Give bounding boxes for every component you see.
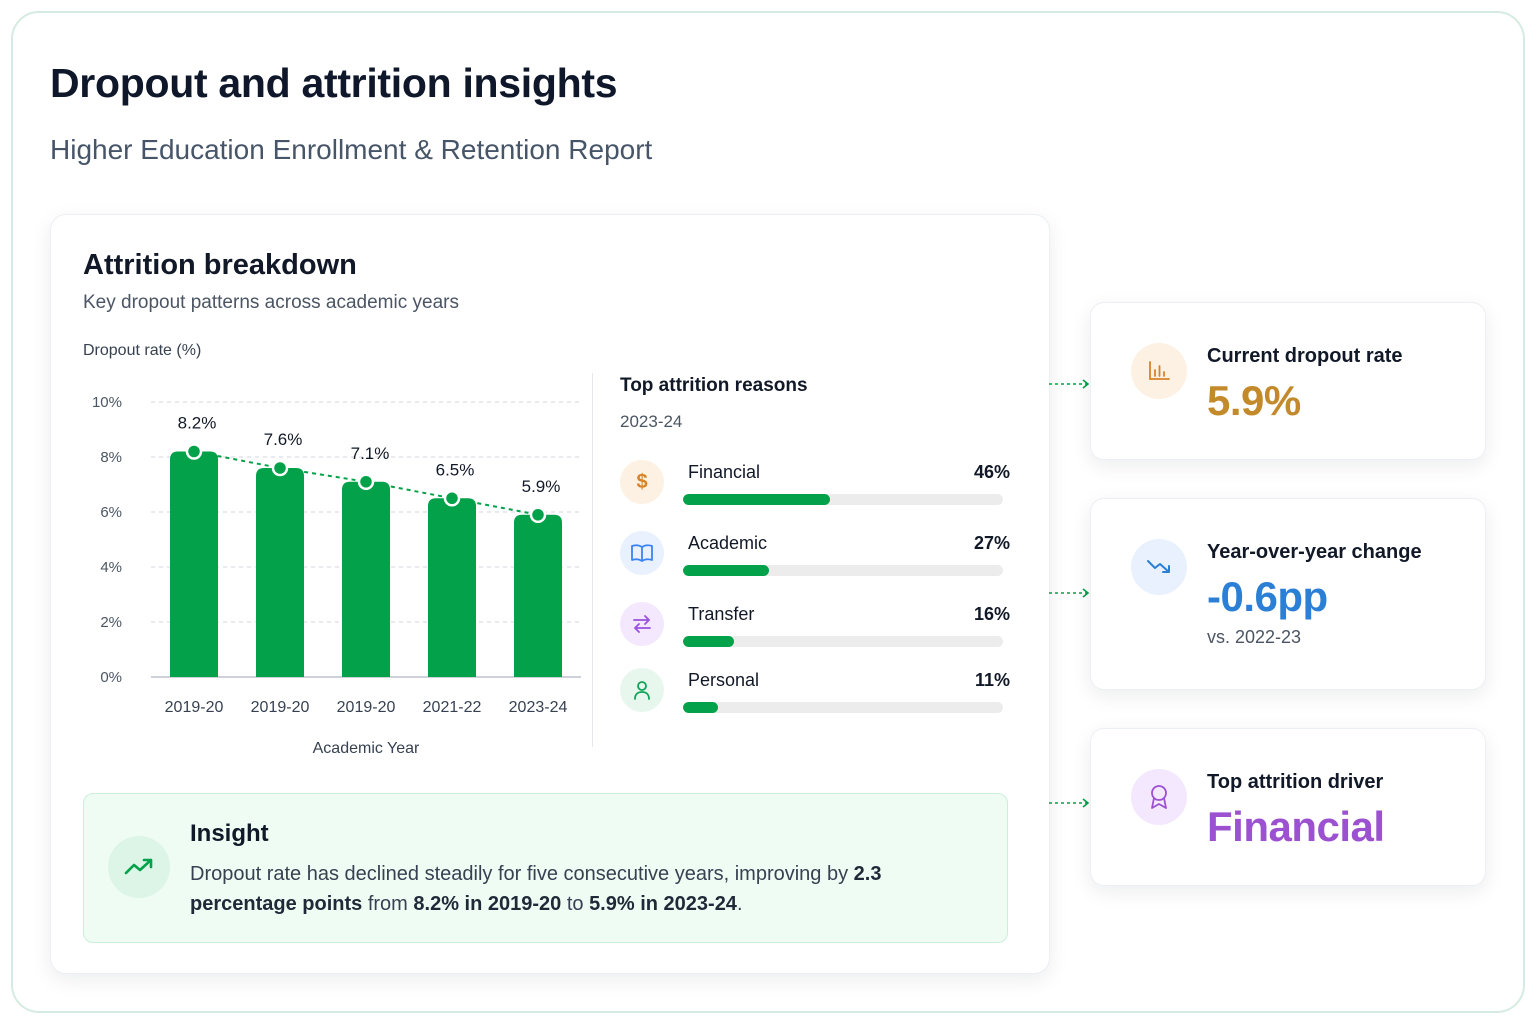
bar: [256, 468, 304, 677]
data-label: 5.9%: [522, 477, 561, 496]
kpi-value: Financial: [1207, 803, 1385, 850]
insight-text-part: to: [561, 893, 590, 915]
reason-progress-fill: [683, 494, 831, 505]
y-tick-label: 10%: [92, 394, 122, 411]
swap-icon: [620, 602, 664, 646]
x-tick-label: 2019-20: [251, 699, 310, 716]
reason-percent: 27%: [973, 533, 1010, 553]
reason-progress-track: [683, 636, 1003, 647]
reason-progress-track: [683, 494, 1003, 505]
reason-label: Transfer: [688, 604, 755, 624]
data-label: 6.5%: [436, 460, 475, 479]
book-icon: [620, 531, 664, 575]
reason-progress-fill: [683, 565, 770, 576]
reasons-year: 2023-24: [620, 412, 683, 431]
trend-point: [357, 473, 375, 490]
connector-arrow: [1049, 798, 1090, 808]
connector-arrow: [1049, 379, 1090, 389]
reason-progress-track: [683, 565, 1003, 576]
connector-arrow: [1049, 588, 1090, 598]
trend-down-icon: [1131, 539, 1187, 595]
attrition-breakdown-card: Attrition breakdown Key dropout patterns…: [50, 214, 1050, 974]
reason-row-academic: Academic 27%: [620, 531, 1010, 581]
bar: [514, 514, 562, 677]
reason-row-transfer: Transfer 16%: [620, 602, 1010, 652]
reason-label: Academic: [688, 533, 768, 553]
insight-text-part: from: [362, 893, 414, 915]
data-label: 7.6%: [264, 430, 303, 449]
x-axis-title: Academic Year: [313, 740, 420, 757]
kpi-card-top-attrition-driver: Top attrition driver Financial: [1090, 728, 1486, 886]
trend-point: [529, 506, 547, 523]
kpi-card-current-dropout-rate: Current dropout rate 5.9%: [1090, 302, 1486, 460]
reasons-title: Top attrition reasons: [620, 375, 808, 396]
insight-highlight: 8.2% in 2019-20: [413, 893, 562, 915]
insight-callout: Insight Dropout rate has declined steadi…: [83, 793, 1008, 943]
insight-text-part: .: [736, 893, 743, 915]
y-tick-label: 4%: [100, 559, 122, 576]
trend-point: [443, 490, 461, 507]
bar: [342, 481, 390, 677]
chart-y-axis-label: Dropout rate (%): [83, 342, 202, 359]
trend-point: [185, 443, 203, 460]
insight-title: Insight: [190, 820, 269, 847]
card-subtitle: Key dropout patterns across academic yea…: [83, 292, 459, 313]
reason-percent: 16%: [973, 604, 1010, 624]
bar: [170, 451, 218, 677]
insight-highlight: 5.9% in 2023-24: [589, 893, 737, 915]
reason-row-financial: $ Financial 46%: [620, 460, 1010, 510]
award-icon: [1131, 769, 1187, 825]
reason-progress-track: [683, 702, 1003, 713]
reason-progress-fill: [683, 636, 735, 647]
dropout-rate-bar-chart: 0% 2% 4% 6% 8% 10% 8.2% 2019-20 7.6% 2019-20 7.1% 2…: [92, 394, 581, 757]
page-subtitle: Higher Education Enrollment & Retention …: [50, 134, 653, 165]
dollar-icon: $: [620, 460, 664, 504]
kpi-value: -0.6pp: [1207, 573, 1328, 620]
card-title: Attrition breakdown: [83, 249, 357, 281]
person-icon: [620, 668, 664, 712]
data-label: 7.1%: [351, 444, 390, 463]
insight-text: Dropout rate has declined steadily for f…: [190, 859, 910, 919]
y-tick-label: 2%: [100, 614, 122, 631]
insight-text-part: Dropout rate has declined steadily for f…: [190, 863, 854, 885]
kpi-label: Top attrition driver: [1207, 771, 1384, 793]
insight-highlight: 2.3 percentage points: [190, 863, 882, 915]
trend-point: [271, 459, 289, 477]
trend-line: [193, 450, 539, 516]
y-tick-label: 0%: [100, 669, 122, 686]
section-divider: [592, 373, 593, 747]
reason-label: Financial: [688, 462, 761, 482]
x-tick-label: 2023-24: [509, 699, 568, 716]
reason-progress-fill: [683, 702, 719, 713]
y-tick-label: 8%: [100, 449, 122, 466]
reason-row-personal: Personal 11%: [620, 668, 1010, 718]
reason-label: Personal: [688, 670, 760, 690]
trend-up-icon: [108, 836, 170, 898]
kpi-value: 5.9%: [1207, 377, 1301, 424]
bar-chart-icon: [1131, 343, 1187, 399]
kpi-label: Current dropout rate: [1207, 345, 1403, 367]
reason-percent: 46%: [973, 462, 1010, 482]
x-tick-label: 2019-20: [165, 699, 224, 716]
page-title: Dropout and attrition insights: [50, 60, 618, 106]
y-tick-label: 6%: [100, 504, 122, 521]
x-tick-label: 2019-20: [337, 699, 396, 716]
x-tick-label: 2021-22: [423, 699, 482, 716]
bar: [428, 498, 476, 677]
data-label: 8.2%: [178, 414, 217, 433]
kpi-note: vs. 2022-23: [1207, 627, 1302, 647]
kpi-card-year-over-year-change: Year-over-year change -0.6pp vs. 2022-23: [1090, 498, 1486, 690]
reason-percent: 11%: [974, 670, 1010, 690]
kpi-label: Year-over-year change: [1207, 541, 1422, 563]
